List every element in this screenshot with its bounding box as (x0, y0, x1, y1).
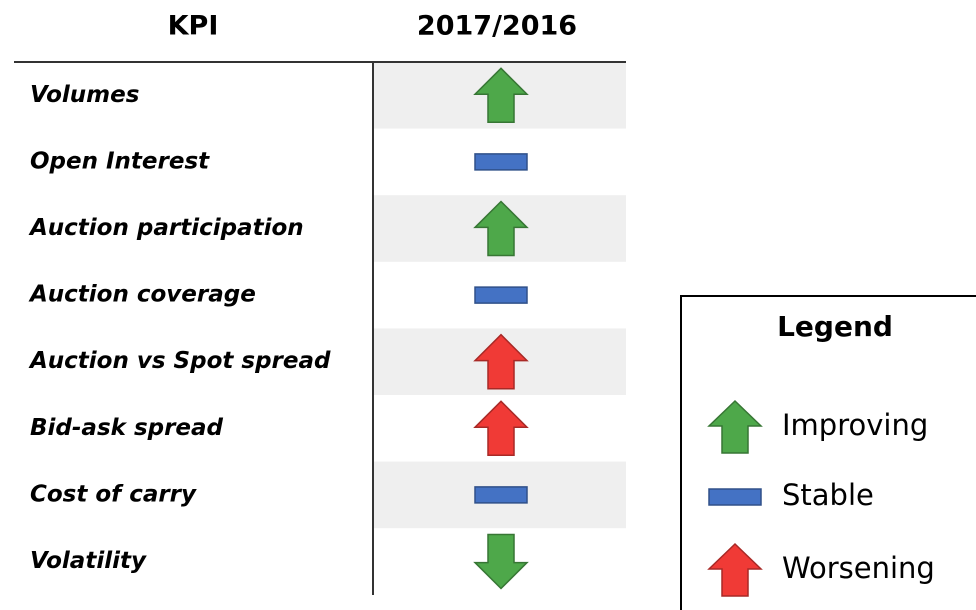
kpi-label: Bid-ask spread (30, 415, 224, 441)
trend-arrow (473, 400, 529, 457)
trend-arrow (707, 399, 763, 454)
kpi-label: Cost of carry (30, 481, 197, 507)
kpi-label: Volatility (30, 548, 147, 574)
trend-arrow (473, 200, 529, 257)
legend-label: Stable (782, 478, 874, 512)
kpi-label: Volumes (30, 82, 139, 108)
trend-arrow (473, 67, 529, 124)
trend-arrow (473, 533, 529, 590)
stable-bar (708, 488, 762, 506)
header-kpi: KPI (168, 11, 219, 42)
stable-bar (474, 153, 528, 171)
kpi-label: Auction coverage (28, 282, 256, 308)
trend-arrow (707, 542, 763, 597)
legend-title: Legend (777, 310, 893, 343)
header-period: 2017/2016 (417, 11, 577, 42)
legend-label: Improving (782, 408, 928, 442)
kpi-label: Auction vs Spot spread (28, 348, 331, 374)
legend-label: Worsening (782, 551, 935, 585)
kpi-label: Auction participation (28, 215, 304, 241)
stable-bar (474, 286, 528, 304)
trend-arrow (473, 333, 529, 390)
stable-bar (474, 486, 528, 504)
kpi-label: Open Interest (30, 148, 210, 174)
